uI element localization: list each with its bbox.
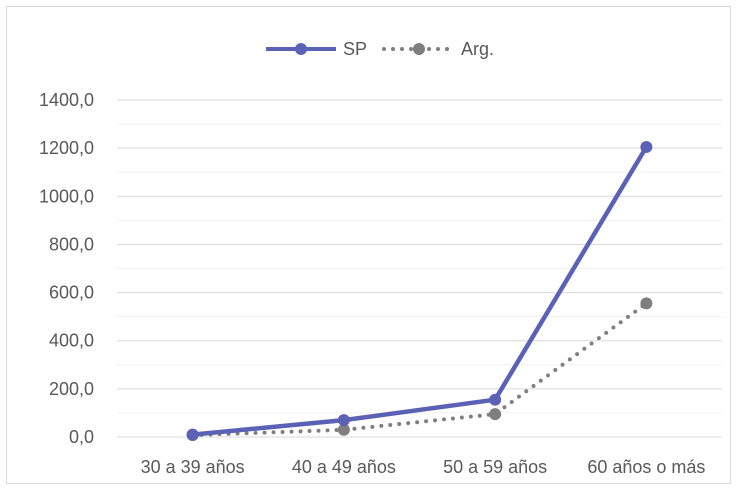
series-line-arg [190,301,649,438]
x-tick-label: 50 a 59 años [443,457,547,477]
data-point-sp [337,414,350,427]
legend-label-arg: Arg. [461,39,494,59]
y-tick-label: 1000,0 [39,186,94,206]
legend-marker-arg [413,43,425,55]
y-tick-label: 200,0 [49,379,94,399]
gridlines [117,99,722,438]
data-point-sp [640,140,653,153]
data-point-arg [640,297,653,310]
x-tick-label: 40 a 49 años [292,457,396,477]
y-tick-label: 400,0 [49,331,94,351]
y-tick-label: 600,0 [49,283,94,303]
legend-label-sp: SP [343,39,367,59]
data-point-arg [337,423,350,436]
data-point-sp [489,393,502,406]
legend-marker-sp [295,43,307,55]
data-point-arg [489,408,502,421]
legend: SP Arg. [266,39,494,59]
axes: 0,0 200,0 400,0 600,0 800,0 1000,0 1200,0 1400,… [39,90,705,477]
series-layer [186,140,653,442]
series-line-sp [192,145,649,437]
chart-frame [6,6,731,484]
y-tick-label: 800,0 [49,234,94,254]
y-tick-label: 1200,0 [39,138,94,158]
x-tick-label: 60 años o más [587,457,705,477]
y-tick-label: 1400,0 [39,90,94,110]
data-point-sp [186,428,199,441]
x-tick-label: 30 a 39 años [141,457,245,477]
y-tick-label: 0,0 [69,427,94,447]
